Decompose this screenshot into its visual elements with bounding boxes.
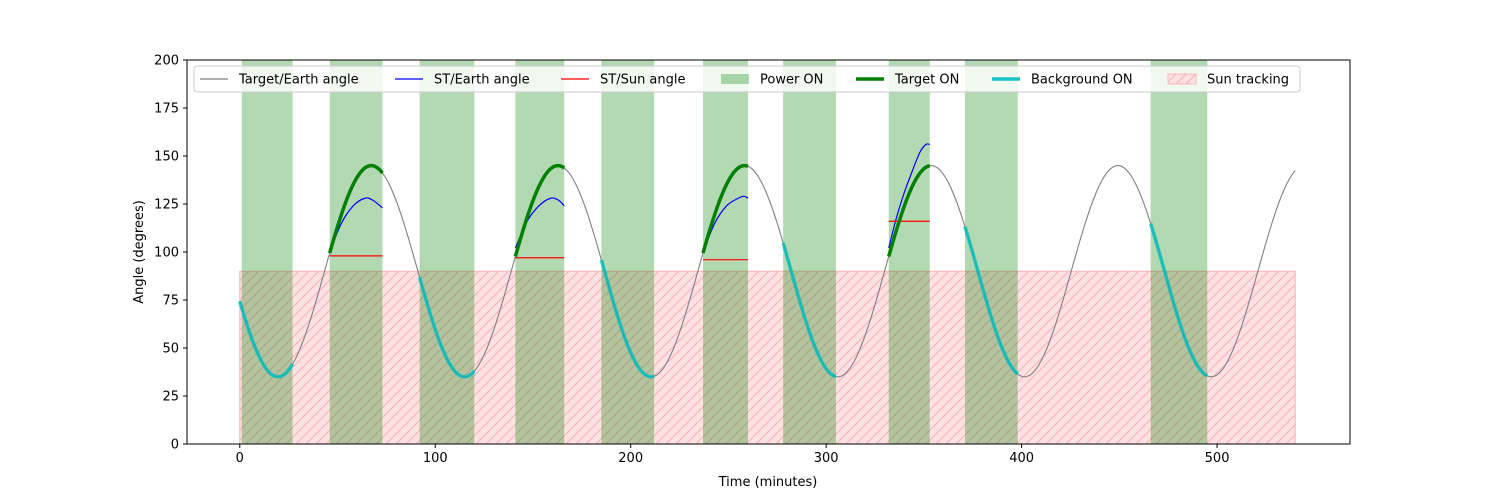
legend-box: [193, 65, 1301, 93]
background-on-segment: [599, 259, 655, 379]
x-tick-label: 500: [1205, 451, 1230, 466]
target-earth-line: [239, 165, 1296, 378]
target-on-segment: [328, 163, 384, 254]
power-on-band: [419, 60, 475, 444]
power-on-band: [703, 60, 748, 444]
y-tick-label: 175: [154, 102, 179, 117]
legend-swatch-sun-tracking: [1167, 73, 1197, 85]
y-tick-label: 50: [162, 342, 179, 357]
x-tick-label: 100: [423, 451, 448, 466]
power-on-band: [515, 60, 565, 444]
y-tick-label: 125: [154, 198, 179, 213]
power-on-band: [241, 60, 293, 444]
x-tick-label: 400: [1009, 451, 1034, 466]
x-axis-label: Time (minutes): [718, 475, 818, 490]
st-earth-line: [702, 195, 749, 253]
y-tick-label: 75: [162, 294, 179, 309]
legend: Target/Earth angle ST/Earth angle ST/Sun a…: [193, 65, 1301, 93]
highlight-layer: [238, 163, 1209, 379]
power-on-band: [888, 60, 930, 444]
target-on-segment: [887, 164, 931, 257]
y-tick-label: 100: [154, 246, 179, 261]
power-on-band: [601, 60, 655, 444]
legend-label-sun-tracking: Sun tracking: [1207, 73, 1289, 88]
legend-label-target-on: Target ON: [894, 73, 959, 88]
y-tick-label: 0: [171, 438, 179, 453]
power-on-band: [329, 60, 383, 444]
sun-tracking-layer: [239, 270, 1296, 445]
sun-tracking-region: [239, 270, 1296, 445]
power-on-band: [783, 60, 836, 444]
y-tick-label: 25: [162, 390, 179, 405]
legend-label-power-on: Power ON: [760, 73, 823, 88]
target-on-segment: [701, 163, 749, 254]
legend-label-st-earth: ST/Earth angle: [434, 73, 530, 88]
background-on-segment: [963, 226, 1019, 376]
background-on-segment: [1148, 222, 1209, 378]
st-earth-line: [888, 143, 930, 249]
x-tick-label: 300: [814, 451, 839, 466]
y-tick-label: 200: [154, 54, 179, 69]
x-tick-label: 0: [236, 451, 244, 466]
background-on-segment: [238, 300, 295, 379]
legend-label-background-on: Background ON: [1031, 73, 1133, 88]
st-earth-line: [329, 197, 383, 253]
x-tick-label: 200: [618, 451, 643, 466]
y-tick-label: 150: [154, 150, 179, 165]
background-on-segment: [417, 276, 476, 379]
background-on-segment: [781, 242, 837, 379]
legend-swatch-power-on: [721, 74, 749, 84]
legend-label-target-earth: Target/Earth angle: [238, 73, 359, 88]
legend-label-st-sun: ST/Sun angle: [600, 73, 686, 88]
axes: 0 100 200 300 400 500 0 25 50 75 100 125 150 175 200: [154, 54, 1229, 467]
y-axis-label: Angle (degrees): [132, 200, 147, 304]
target-on-segment: [513, 163, 566, 257]
